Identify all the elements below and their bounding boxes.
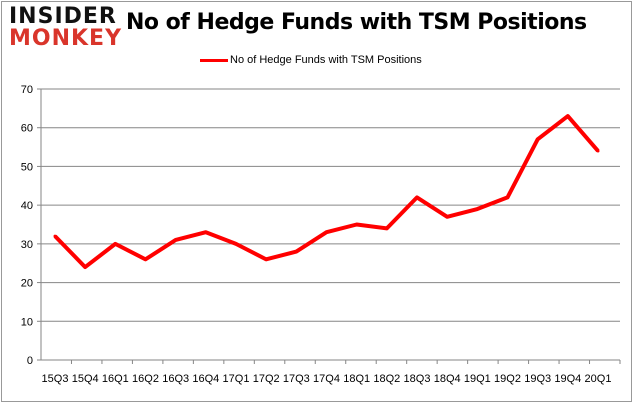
data-point	[204, 230, 208, 234]
data-point	[355, 223, 359, 226]
data-point	[234, 242, 238, 246]
insider-monkey-logo: INSIDER MONKEY	[9, 6, 122, 50]
x-tick-label: 19Q3	[524, 373, 551, 385]
y-tick-label: 30	[21, 239, 33, 251]
x-tick-label: 18Q3	[404, 373, 431, 385]
y-tick-label: 20	[21, 278, 33, 290]
logo-line2: MONKEY	[9, 26, 123, 51]
data-point	[174, 238, 178, 242]
y-tick-label: 70	[21, 84, 33, 96]
legend: No of Hedge Funds with TSM Positions	[200, 54, 422, 66]
x-tick-label: 16Q3	[162, 373, 189, 385]
y-tick-label: 40	[21, 200, 33, 212]
x-tick-label: 16Q1	[102, 373, 129, 385]
data-point	[445, 215, 449, 219]
data-point	[113, 242, 117, 246]
data-point	[415, 195, 419, 199]
series-line	[53, 114, 600, 270]
data-point	[506, 195, 509, 199]
data-point	[83, 265, 87, 269]
data-point	[475, 207, 479, 211]
data-point	[385, 226, 389, 230]
x-tick-label: 15Q3	[42, 373, 69, 385]
x-tick-label: 18Q1	[343, 373, 370, 385]
y-tick-label: 0	[27, 355, 33, 367]
x-tick-label: 18Q4	[434, 373, 461, 385]
y-tick-label: 50	[21, 161, 33, 173]
x-tick-label: 17Q3	[283, 373, 310, 385]
x-tick-label: 17Q1	[223, 373, 250, 385]
x-tick-label: 17Q2	[253, 373, 280, 385]
data-point	[53, 234, 57, 238]
data-point	[325, 230, 328, 234]
x-tick-label: 16Q4	[192, 373, 219, 385]
x-tick-label: 18Q2	[373, 373, 400, 385]
x-tick-label: 20Q1	[585, 373, 612, 385]
x-tick-label: 19Q2	[494, 373, 521, 385]
x-tick-label: 19Q4	[554, 373, 581, 385]
logo-line1: INSIDER	[9, 4, 117, 29]
legend-swatch	[200, 58, 228, 62]
data-point	[536, 137, 540, 141]
x-tick-label: 16Q2	[132, 373, 159, 385]
x-tick-label: 17Q4	[313, 373, 340, 385]
chart-title: No of Hedge Funds with TSM Positions	[126, 10, 587, 35]
data-point	[596, 149, 600, 153]
data-point	[294, 250, 298, 254]
y-tick-label: 10	[21, 316, 33, 328]
data-point	[566, 114, 570, 118]
x-tick-label: 15Q4	[72, 373, 99, 385]
y-tick-label: 60	[21, 123, 33, 135]
data-point	[264, 257, 268, 261]
legend-label: No of Hedge Funds with TSM Positions	[230, 54, 422, 66]
x-tick-label: 19Q1	[464, 373, 491, 385]
data-point	[144, 257, 147, 261]
